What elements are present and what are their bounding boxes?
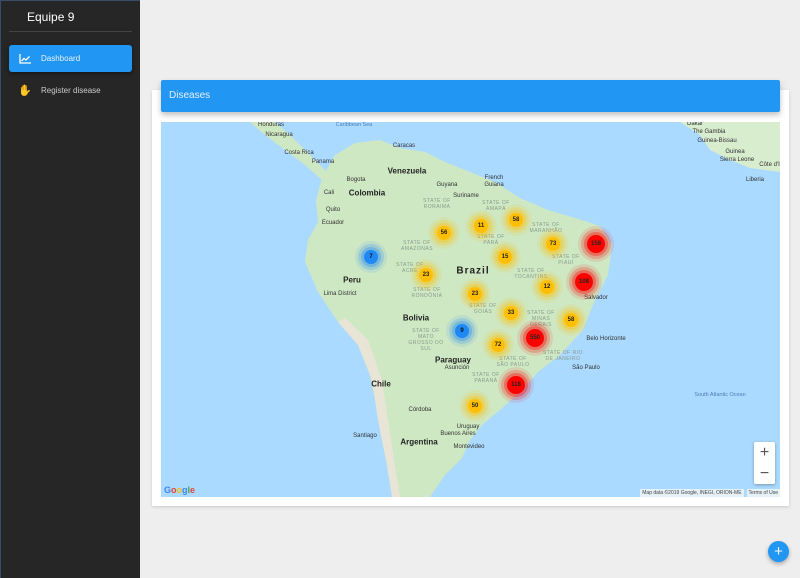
terms-link[interactable]: Terms of Use	[746, 489, 780, 497]
map-label-guyana: Guyana	[436, 182, 458, 188]
cluster-marker[interactable]: 12	[540, 280, 554, 294]
map-label-gambia: The Gambia	[692, 129, 726, 135]
disease-map[interactable]: Honduras Nicaragua Costa Rica Panama Caribbe…	[161, 122, 780, 497]
map-label-bolivia: Bolivia	[402, 313, 430, 323]
map-label-sierra-leone: Sierra Leone	[719, 157, 755, 163]
chart-line-icon	[9, 53, 41, 64]
map-label-sao-paulo: São Paulo	[572, 365, 600, 371]
map-label-french-guiana: French Guiana	[484, 175, 504, 188]
sidebar: Equipe 9 Dashboard ✋ Register disease	[0, 0, 140, 578]
map-label-honduras: Honduras	[257, 122, 285, 128]
cluster-marker[interactable]: 33	[504, 306, 518, 320]
map-label-goias: STATE OF GOIÁS	[469, 303, 497, 315]
card-title: Diseases	[161, 80, 780, 112]
cluster-marker[interactable]: 158	[587, 235, 605, 253]
map-label-cordoba: Córdoba	[408, 407, 432, 413]
sidebar-item-dashboard[interactable]: Dashboard	[9, 45, 132, 72]
map-label-ms: STATE OF MATO GROSSO DO SUL	[408, 328, 444, 352]
map-label-roraima: STATE OF RORAIMA	[423, 198, 451, 210]
cluster-marker[interactable]: 73	[546, 237, 560, 251]
map-label-venezuela: Venezuela	[387, 166, 427, 176]
map-label-rondonia: STATE OF RONDÔNIA	[411, 287, 443, 299]
add-button[interactable]: +	[768, 541, 789, 562]
cluster-marker[interactable]: 72	[491, 338, 505, 352]
map-label-minas: STATE OF MINAS GERAIS	[527, 310, 555, 328]
map-label-rj: STATE OF RIO DE JANEIRO	[543, 350, 583, 362]
divider	[9, 31, 132, 32]
map-label-peru: Peru	[343, 275, 361, 285]
map-label-tocantins: STATE OF TOCANTINS	[514, 268, 548, 280]
map-label-acre: STATE OF ACRE	[396, 262, 424, 274]
map-label-amapa: STATE OF AMAPÁ	[482, 200, 510, 212]
attribution-text: Map data ©2019 Google, INEGI, ORION-ME	[640, 489, 744, 497]
map-label-cali: Cali	[323, 190, 335, 196]
map-label-montevideo: Montevideo	[453, 444, 485, 450]
cluster-marker[interactable]: 15	[498, 250, 512, 264]
map-label-caracas: Caracas	[392, 143, 416, 149]
map-label-guinea: Guinea	[725, 149, 745, 155]
sidebar-item-label: Register disease	[41, 86, 101, 95]
map-label-guinea-bissau: Guinea-Bissau	[697, 138, 737, 144]
cluster-marker[interactable]: 58	[509, 213, 523, 227]
map-land	[250, 122, 780, 497]
map-label-argentina: Argentina	[400, 437, 438, 447]
map-label-belo-horizonte: Belo Horizonte	[586, 336, 626, 342]
cluster-marker[interactable]: 50	[468, 399, 482, 413]
hand-icon: ✋	[18, 85, 32, 97]
map-label-maranhao: STATE OF MARANHÃO	[529, 222, 563, 234]
map-label-asuncion: Asunción	[444, 365, 470, 371]
map-attribution: Map data ©2019 Google, INEGI, ORION-ME T…	[640, 489, 780, 497]
map-label-suriname: Suriname	[453, 193, 479, 199]
map-label-amazonas: STATE OF AMAZONAS	[400, 240, 434, 252]
cluster-marker[interactable]: 11	[474, 219, 488, 233]
map-label-caribbean: Caribbean Sea	[335, 122, 373, 128]
map-label-colombia: Colombia	[348, 188, 386, 198]
map-label-para: STATE OF PARÁ	[477, 234, 505, 246]
map-label-lima: Lima District	[323, 291, 357, 297]
map-label-parana: STATE OF PARANÁ	[472, 372, 500, 384]
map-label-uruguay: Uruguay	[456, 424, 480, 430]
cluster-marker[interactable]: 9	[455, 324, 469, 338]
zoom-in-button[interactable]: +	[759, 443, 770, 461]
map-label-cote: Côte d'Iv	[759, 162, 780, 168]
map-label-costa-rica: Costa Rica	[284, 150, 314, 156]
map-label-salvador: Salvador	[584, 295, 608, 301]
cluster-marker[interactable]: 56	[437, 226, 451, 240]
brand-title: Equipe 9	[27, 10, 75, 24]
map-label-brazil: Brazil	[456, 265, 490, 277]
map-label-bogota: Bogota	[346, 177, 366, 183]
zoom-control: + −	[754, 442, 775, 484]
cluster-marker[interactable]: 118	[507, 376, 525, 394]
sidebar-item-register-disease[interactable]: ✋ Register disease	[9, 77, 132, 104]
map-label-dakar: Dakar	[686, 122, 704, 127]
cluster-marker[interactable]: 23	[468, 287, 482, 301]
map-label-panama: Panama	[311, 159, 335, 165]
map-label-liberia: Liberia	[745, 177, 765, 183]
cluster-marker[interactable]: 7	[364, 250, 378, 264]
zoom-out-button[interactable]: −	[759, 464, 770, 482]
map-label-quito: Quito	[325, 207, 341, 213]
google-logo: Google	[164, 485, 196, 495]
cluster-marker[interactable]: 550	[526, 329, 544, 347]
cluster-marker[interactable]: 108	[575, 273, 593, 291]
cluster-marker[interactable]: 23	[419, 268, 433, 282]
cluster-marker[interactable]: 58	[564, 313, 578, 327]
map-label-ecuador: Ecuador	[321, 220, 345, 226]
map-label-sp: STATE OF SÃO PAULO	[496, 356, 530, 368]
map-label-santiago: Santiago	[353, 433, 377, 439]
map-label-atlantic: South Atlantic Ocean	[694, 392, 746, 398]
map-label-piaui: STATE OF PIAUÍ	[552, 254, 580, 266]
map-label-paraguay: Paraguay	[434, 355, 472, 365]
map-label-buenos-aires: Buenos Aires	[440, 431, 476, 437]
map-label-chile: Chile	[371, 379, 391, 389]
map-label-nicaragua: Nicaragua	[265, 132, 293, 138]
sidebar-item-label: Dashboard	[41, 54, 81, 63]
